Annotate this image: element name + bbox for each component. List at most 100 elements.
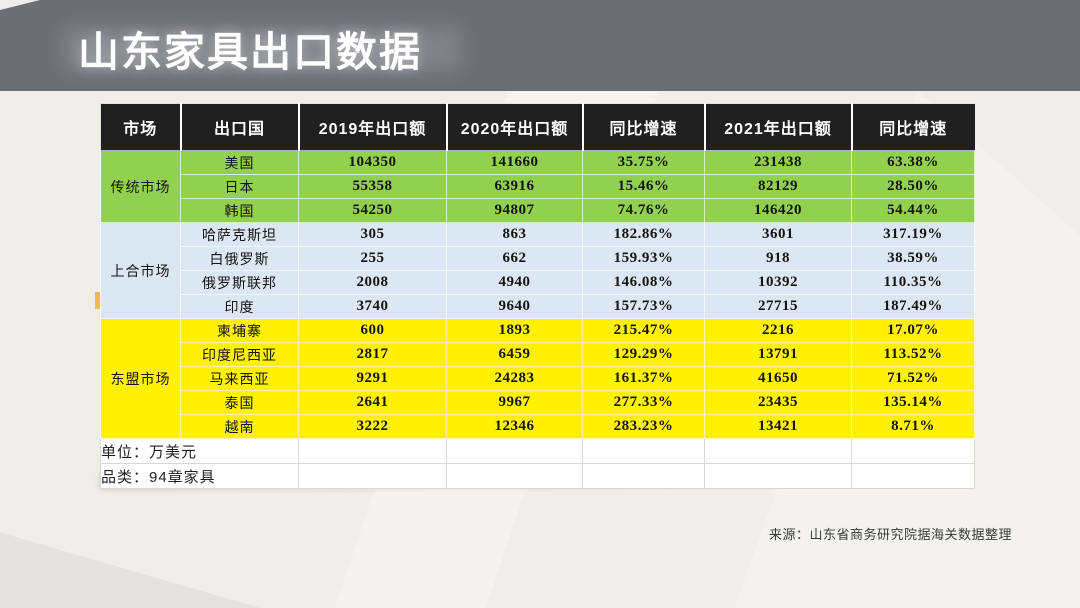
- market-group-label: 上合市场: [100, 222, 181, 319]
- country-cell: 印度尼西亚: [180, 342, 299, 367]
- country-cell: 哈萨克斯坦: [180, 222, 299, 247]
- value-cell: 54250: [298, 198, 447, 223]
- value-cell: 9291: [298, 366, 447, 391]
- value-cell: 27715: [704, 294, 852, 319]
- value-cell: 63916: [446, 174, 583, 199]
- table-row: 东盟市场 柬埔寨 600 1893 215.47% 2216 17.07%: [100, 318, 975, 439]
- value-cell: 82129: [704, 174, 852, 199]
- value-cell: 2817: [298, 342, 447, 367]
- value-cell: 71.52%: [851, 366, 975, 391]
- value-cell: 10392: [704, 270, 852, 295]
- footnote-row: 单位：万美元: [100, 438, 975, 464]
- title-banner: 山东家具出口数据: [0, 0, 1080, 91]
- value-cell: 54.44%: [851, 198, 975, 223]
- value-cell: 662: [446, 246, 583, 271]
- table-row: 日本 55358 63916 15.46% 82129 28.50%: [101, 174, 975, 199]
- table-row: 上合市场 哈萨克斯坦 305 863 182.86% 3601 317.19%: [100, 222, 975, 319]
- value-cell: 305: [298, 222, 447, 247]
- column-header: 2020年出口额: [446, 103, 584, 151]
- value-cell: 182.86%: [582, 222, 705, 247]
- value-cell: 146.08%: [582, 270, 705, 295]
- empty-cell: [298, 438, 447, 464]
- empty-cell: [446, 438, 583, 464]
- table-row: 白俄罗斯 255 662 159.93% 918 38.59%: [101, 246, 975, 271]
- value-cell: 159.93%: [582, 246, 705, 271]
- value-cell: 9640: [446, 294, 583, 319]
- value-cell: 863: [446, 222, 583, 247]
- value-cell: 600: [298, 318, 447, 343]
- empty-cell: [851, 463, 975, 489]
- title-glow: [62, 26, 462, 72]
- value-cell: 28.50%: [851, 174, 975, 199]
- value-cell: 231438: [704, 150, 852, 175]
- value-cell: 9967: [446, 390, 583, 415]
- country-cell: 泰国: [180, 390, 299, 415]
- export-data-table: 市场 出口国 2019年出口额 2020年出口额 同比增速 2021年出口额 同比增速 传统…: [100, 103, 975, 489]
- country-cell: 俄罗斯联邦: [180, 270, 299, 295]
- table-row: 马来西亚 9291 24283 161.37% 41650 71.52%: [101, 366, 975, 391]
- value-cell: 23435: [704, 390, 852, 415]
- empty-cell: [298, 463, 447, 489]
- empty-cell: [704, 463, 852, 489]
- value-cell: 2641: [298, 390, 447, 415]
- country-cell: 日本: [180, 174, 299, 199]
- column-header: 同比增速: [851, 103, 975, 151]
- column-header: 出口国: [180, 103, 300, 151]
- value-cell: 63.38%: [851, 150, 975, 175]
- table-row: 印度尼西亚 2817 6459 129.29% 13791 113.52%: [101, 342, 975, 367]
- value-cell: 187.49%: [851, 294, 975, 319]
- table-row: 传统市场 美国 104350 141660 35.75% 231438 63.38%: [100, 150, 975, 223]
- column-header: 同比增速: [582, 103, 706, 151]
- value-cell: 146420: [704, 198, 852, 223]
- value-cell: 4940: [446, 270, 583, 295]
- table-row: 印度 3740 9640 157.73% 27715 187.49%: [101, 294, 975, 319]
- value-cell: 277.33%: [582, 390, 705, 415]
- column-header: 2019年出口额: [298, 103, 448, 151]
- value-cell: 6459: [446, 342, 583, 367]
- banner-corner-notch: [0, 0, 40, 10]
- value-cell: 283.23%: [582, 414, 705, 439]
- value-cell: 8.71%: [851, 414, 975, 439]
- value-cell: 2008: [298, 270, 447, 295]
- empty-cell: [582, 438, 705, 464]
- value-cell: 3740: [298, 294, 447, 319]
- footnote-label: 品类：94章家具: [100, 463, 299, 489]
- value-cell: 74.76%: [582, 198, 705, 223]
- country-cell: 美国: [180, 150, 299, 175]
- empty-cell: [851, 438, 975, 464]
- value-cell: 15.46%: [582, 174, 705, 199]
- value-cell: 17.07%: [851, 318, 975, 343]
- value-cell: 41650: [704, 366, 852, 391]
- value-cell: 13791: [704, 342, 852, 367]
- value-cell: 215.47%: [582, 318, 705, 343]
- value-cell: 12346: [446, 414, 583, 439]
- market-group-label: 东盟市场: [100, 318, 181, 439]
- value-cell: 3222: [298, 414, 447, 439]
- value-cell: 113.52%: [851, 342, 975, 367]
- empty-cell: [582, 463, 705, 489]
- footnote-label: 单位：万美元: [100, 438, 299, 464]
- value-cell: 317.19%: [851, 222, 975, 247]
- column-header: 市场: [100, 103, 182, 151]
- table-header-row: 市场 出口国 2019年出口额 2020年出口额 同比增速 2021年出口额 同比增速: [100, 103, 975, 151]
- value-cell: 3601: [704, 222, 852, 247]
- market-group-label: 传统市场: [100, 150, 181, 223]
- empty-cell: [446, 463, 583, 489]
- table-row: 俄罗斯联邦 2008 4940 146.08% 10392 110.35%: [101, 270, 975, 295]
- value-cell: 129.29%: [582, 342, 705, 367]
- value-cell: 161.37%: [582, 366, 705, 391]
- value-cell: 38.59%: [851, 246, 975, 271]
- value-cell: 141660: [446, 150, 583, 175]
- footnote-row: 品类：94章家具: [100, 463, 975, 489]
- country-cell: 白俄罗斯: [180, 246, 299, 271]
- value-cell: 55358: [298, 174, 447, 199]
- page-title: 山东家具出口数据: [78, 29, 422, 75]
- value-cell: 255: [298, 246, 447, 271]
- value-cell: 35.75%: [582, 150, 705, 175]
- left-edge-marker: [95, 292, 100, 309]
- value-cell: 2216: [704, 318, 852, 343]
- value-cell: 918: [704, 246, 852, 271]
- table-row: 韩国 54250 94807 74.76% 146420 54.44%: [101, 198, 975, 223]
- value-cell: 1893: [446, 318, 583, 343]
- value-cell: 24283: [446, 366, 583, 391]
